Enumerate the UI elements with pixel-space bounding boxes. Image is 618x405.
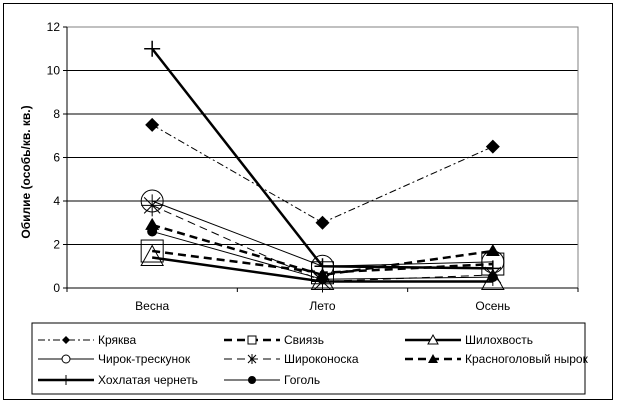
data-point [140,244,165,267]
data-point [140,239,164,263]
legend-marker [428,354,438,363]
legend-entries: Кряква Свиязь Шилохвость Чирок-трескунок Шир… [38,333,589,387]
y-tick-label: 12 [47,20,61,34]
legend-label: Хохлатая чернеть [98,373,198,387]
data-point [141,194,164,217]
legend-label: Кряква [98,333,137,347]
legend-entry: Гоголь [224,373,320,387]
x-axis-ticks: Весна Лето Осень [66,288,579,313]
series-line [151,200,493,267]
legend-label: Шилохвость [465,333,533,347]
data-point [480,268,505,290]
legend-marker [427,333,439,345]
y-tick-label: 0 [53,281,60,295]
data-point [317,274,328,285]
series-0 [145,117,500,230]
series-line [151,124,494,224]
y-tick-label: 8 [53,107,60,121]
y-tick-label: 4 [53,194,60,208]
data-point [147,226,158,237]
data-point [485,244,500,257]
legend-entry: Свиязь [224,333,324,347]
data-point [314,258,331,275]
legend-entry: Красноголовый нырок [405,352,589,366]
legend [31,322,586,395]
data-point [485,139,500,154]
legend-label: Широконоска [284,352,359,366]
y-tick-label: 6 [53,151,60,165]
legend-marker [61,375,71,385]
series-7 [147,226,498,285]
data-point [315,215,330,230]
legend-marker [247,354,257,364]
data-point [144,40,161,57]
x-tick-label: Весна [135,299,169,313]
series-lines [140,40,505,293]
legend-marker [61,354,71,364]
data-point [145,217,160,230]
legend-entry: Шилохвость [405,333,533,347]
data-point [487,272,498,283]
legend-entry: Широконоска [224,352,359,366]
series-6 [144,40,501,277]
series-line [151,47,493,270]
legend-marker [248,376,256,384]
legend-label: Гоголь [284,373,320,387]
x-tick-label: Осень [475,299,510,313]
legend-entry: Чирок-трескунок [38,352,191,366]
legend-entry: Кряква [38,333,137,347]
legend-marker [247,335,257,345]
legend-marker [62,336,70,344]
y-tick-label: 10 [47,64,61,78]
x-tick-label: Лето [309,299,336,313]
legend-label: Свиязь [284,333,324,347]
legend-label: Чирок-трескунок [98,352,191,366]
y-tick-label: 2 [53,238,60,252]
series-line [151,223,494,277]
data-point [145,117,160,132]
y-axis-label: Обилие (особь/кв. кв.) [19,105,33,238]
legend-label: Красноголовый нырок [465,352,589,366]
legend-entry: Хохлатая чернеть [38,373,198,387]
